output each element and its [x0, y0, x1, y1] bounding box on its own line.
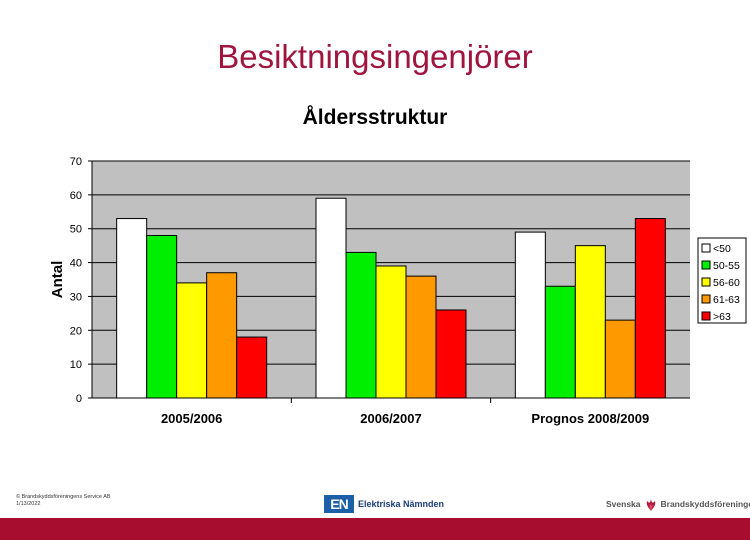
bar	[206, 272, 238, 399]
legend-label: 61-63	[713, 294, 740, 306]
flame-flower-icon	[646, 499, 655, 511]
bar	[435, 309, 467, 399]
en-logo-text: Elektriska Nämnden	[358, 499, 445, 509]
legend-swatch	[701, 294, 711, 304]
legend-label: 56-60	[713, 277, 740, 289]
bar	[634, 218, 666, 399]
bar	[315, 197, 347, 399]
footer-copyright: © Brandskyddsföreningens Service AB	[16, 494, 111, 500]
bar	[146, 234, 178, 399]
elektriska-namnden-logo: EN Elektriska Nämnden	[324, 494, 444, 514]
x-tick-label: 2006/2007	[360, 411, 421, 426]
legend-label: 50-55	[713, 260, 740, 272]
sb-logo-right-text: Brandskyddsföreningen	[660, 499, 750, 509]
en-logo-mark: EN	[324, 495, 354, 513]
y-tick-label: 10	[70, 359, 82, 371]
bar	[116, 218, 148, 399]
y-axis-label: Antal	[49, 261, 66, 299]
bar	[574, 245, 606, 399]
bottom-bar	[0, 518, 750, 540]
slide-title: Besiktningsingenjörer	[217, 38, 533, 75]
brandskyddsforeningen-logo: Svenska Brandskyddsföreningen	[606, 496, 750, 512]
bar	[604, 319, 636, 399]
legend-label: <50	[713, 243, 731, 255]
x-tick-label: 2005/2006	[161, 411, 222, 426]
y-tick-label: 40	[70, 258, 82, 270]
bar	[544, 285, 576, 399]
y-tick-label: 50	[70, 224, 82, 236]
y-tick-label: 60	[70, 190, 82, 202]
legend-swatch	[701, 243, 711, 253]
footer-date: 1/13/2022	[16, 501, 41, 507]
bar	[375, 265, 407, 399]
y-tick-label: 20	[70, 325, 82, 337]
bar	[176, 282, 208, 399]
legend-swatch	[701, 260, 711, 270]
bar	[345, 251, 377, 399]
chart-title: Åldersstruktur	[302, 106, 448, 129]
footer-info: © Brandskyddsföreningens Service AB 1/13…	[16, 494, 111, 508]
bar	[236, 336, 268, 399]
bar	[405, 275, 437, 399]
sb-logo-left-text: Svenska	[606, 499, 641, 509]
y-tick-label: 70	[70, 156, 82, 168]
bar-chart: 0 10 20 30 40 50 60 70 Antal 2005/2006 2006/2007 Pr…	[49, 156, 747, 426]
legend-swatch	[701, 311, 711, 321]
x-tick-label: Prognos 2008/2009	[531, 411, 649, 426]
bar	[514, 231, 546, 399]
y-tick-label: 30	[70, 291, 82, 303]
legend-label: >63	[713, 311, 731, 323]
y-tick-label: 0	[76, 393, 82, 405]
legend-swatch	[701, 277, 711, 287]
